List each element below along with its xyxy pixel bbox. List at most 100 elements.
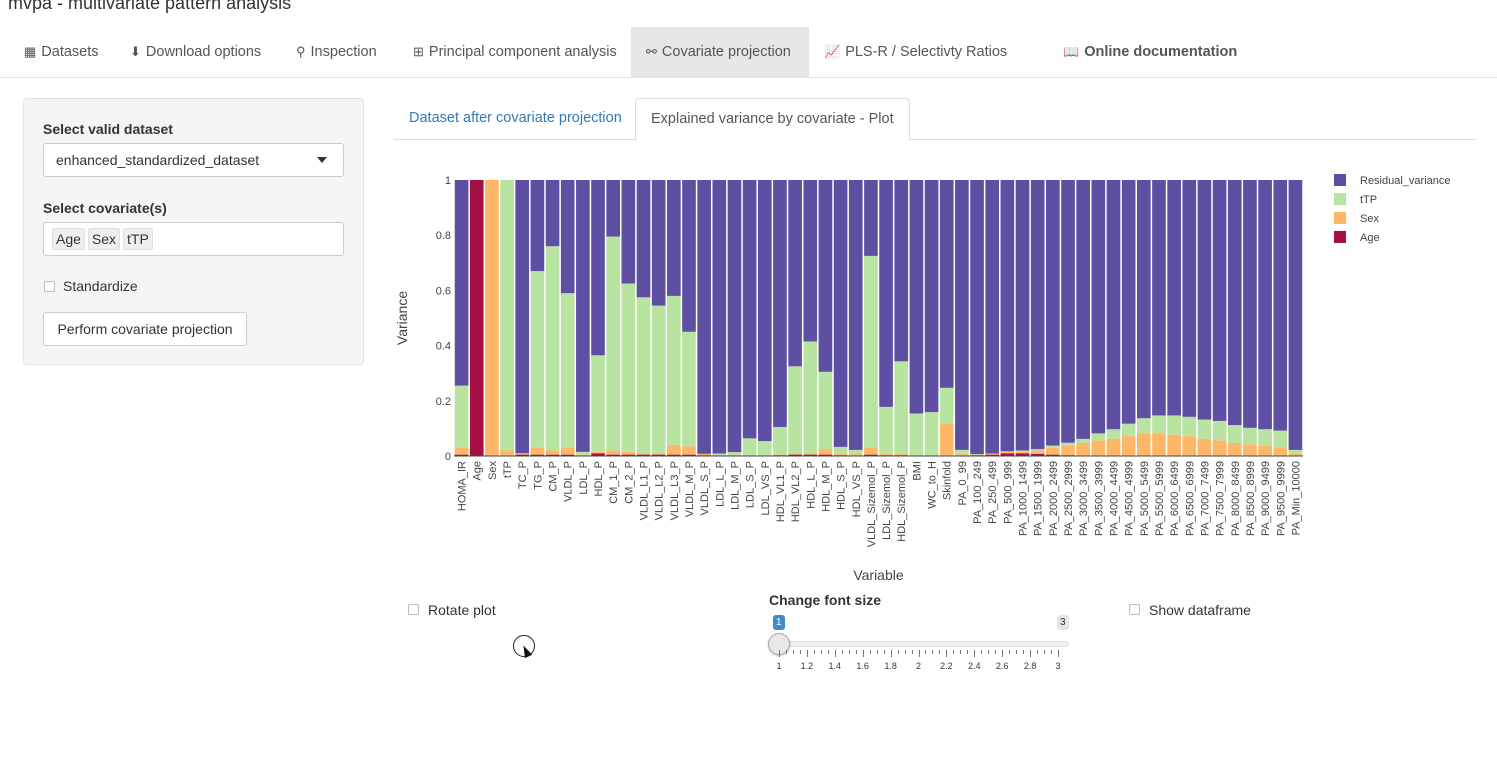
bar-segment — [924, 454, 939, 456]
bar-segment — [788, 454, 802, 456]
bar-segment — [697, 453, 711, 456]
bar-segment — [469, 180, 484, 456]
slider-major-tick — [890, 650, 892, 657]
bar-segment — [1227, 425, 1242, 444]
slider-minor-tick — [904, 650, 906, 654]
slider-minor-tick — [1009, 650, 1011, 654]
bar-segment — [667, 454, 681, 456]
bar-segment — [591, 453, 605, 456]
standardize-checkbox[interactable] — [44, 281, 55, 292]
dataset-select[interactable]: enhanced_standardized_dataset — [43, 143, 344, 177]
bar-segment — [591, 180, 605, 356]
font-size-slider-track[interactable] — [779, 641, 1069, 647]
x-tick-label: BMI — [911, 461, 923, 481]
x-tick-label: LDL_P — [578, 461, 590, 495]
bar-segment — [576, 451, 590, 455]
slider-minor-tick — [1023, 650, 1025, 654]
bar-segment — [712, 454, 727, 456]
bar-segment — [985, 180, 1000, 454]
bar-segment — [1106, 180, 1121, 430]
bar-segment — [803, 341, 818, 454]
nav-pls-r[interactable]: 📈 PLS-R / Selectivty Ratios — [824, 27, 1007, 77]
bar-segment — [1197, 438, 1212, 456]
x-tick-label: LDL_VS_P — [760, 461, 772, 515]
bar-segment — [636, 180, 651, 298]
nav-datasets[interactable]: ▦ Datasets — [24, 27, 99, 77]
bar-segment — [894, 453, 909, 456]
slider-minor-tick — [939, 650, 941, 654]
covariate-chip[interactable]: Age — [52, 228, 85, 250]
bar-segment — [1015, 451, 1030, 454]
bar-segment — [651, 454, 666, 456]
bar-segment — [712, 453, 727, 455]
bar-segment — [651, 453, 666, 455]
bar-segment — [894, 361, 909, 454]
rotate-plot-checkbox[interactable] — [408, 604, 419, 615]
x-tick-label: HDL_VS_P — [851, 461, 863, 517]
x-tick-label: VLDL_S_P — [699, 461, 711, 515]
caret-down-icon — [317, 157, 327, 163]
bar-segment — [1121, 436, 1136, 456]
x-tick-label: LDL_Sizemol_P — [881, 461, 893, 540]
bar-segment — [682, 454, 696, 456]
nav-online-documentation[interactable]: 📖 Online documentation — [1063, 27, 1237, 77]
slider-tick-label: 2.8 — [1023, 661, 1037, 671]
x-tick-label: PA_5000_5499 — [1139, 461, 1151, 536]
bar-segment — [1273, 180, 1288, 431]
slider-tick-label: 1.2 — [800, 661, 814, 671]
slider-minor-tick — [869, 650, 871, 654]
x-tick-label: CM_P — [548, 461, 560, 492]
x-tick-label: PA_6000_6499 — [1169, 461, 1181, 536]
bar-segment — [1273, 430, 1288, 448]
bar-segment — [1136, 433, 1151, 456]
nav-covariate-projection[interactable]: ⚯ Covariate projection — [631, 27, 809, 77]
bar-segment — [1030, 449, 1045, 451]
covariates-select[interactable]: Age Sex tTP — [43, 222, 344, 256]
tab-explained-variance-plot[interactable]: Explained variance by covariate - Plot — [635, 98, 910, 141]
bar-segment — [576, 454, 590, 456]
x-tick-label: PA_500_999 — [1002, 461, 1014, 524]
bar-segment — [667, 444, 681, 455]
y-tick-label: 0 — [445, 451, 451, 463]
slider-major-tick — [1030, 650, 1032, 657]
legend-label: Residual_variance — [1360, 175, 1451, 187]
bar-segment — [1076, 180, 1090, 439]
bar-segment — [1288, 449, 1303, 455]
slider-minor-tick — [799, 650, 801, 654]
perform-covariate-projection-button[interactable]: Perform covariate projection — [43, 312, 247, 346]
legend-label: tTP — [1360, 194, 1377, 206]
bar-segment — [1136, 418, 1151, 434]
slider-minor-tick — [883, 650, 885, 654]
bar-segment — [803, 453, 818, 455]
nav-download-options[interactable]: ⬇ Download options — [130, 27, 261, 77]
x-tick-label: LDL_S_P — [745, 461, 757, 508]
output-tabs: Dataset after covariate projection Expla… — [394, 98, 1475, 141]
bar-segment — [1182, 416, 1197, 437]
nav-label: Online documentation — [1084, 44, 1238, 60]
bar-segment — [818, 371, 833, 450]
covariate-chip[interactable]: tTP — [123, 228, 153, 250]
x-tick-label: TC_P — [517, 461, 529, 489]
nav-inspection[interactable]: ⚲ Inspection — [296, 27, 377, 77]
bar-segment — [530, 454, 545, 456]
covariate-chip[interactable]: Sex — [87, 228, 121, 250]
bar-segment — [955, 180, 969, 450]
legend-swatch — [1334, 212, 1346, 224]
bar-segment — [909, 180, 924, 414]
x-tick-label: HDL_Sizemol_P — [896, 461, 908, 542]
x-tick-label: TG_P — [532, 461, 544, 490]
bar-segment — [545, 246, 560, 451]
sidebar-panel: Select valid dataset enhanced_standardiz… — [23, 98, 364, 365]
bar-segment — [1121, 180, 1136, 424]
tab-dataset-after-projection[interactable]: Dataset after covariate projection — [409, 110, 622, 126]
show-dataframe-checkbox[interactable] — [1129, 604, 1140, 615]
bar-segment — [788, 366, 802, 454]
project-diagram-icon: ⚯ — [646, 44, 657, 59]
x-tick-label: PA_5500_5999 — [1154, 461, 1166, 536]
bar-segment — [803, 454, 818, 456]
bar-segment — [742, 454, 757, 456]
bar-segment — [1015, 180, 1030, 451]
x-tick-label: PA_3500_3999 — [1093, 461, 1105, 536]
bar-segment — [864, 255, 878, 448]
nav-pca[interactable]: ⊞ Principal component analysis — [413, 27, 617, 77]
